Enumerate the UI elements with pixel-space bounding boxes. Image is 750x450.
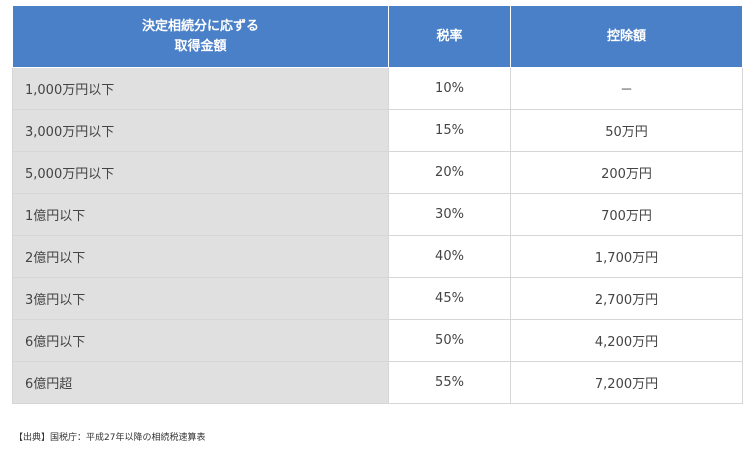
table-row: 6億円超 55% 7,200万円 [12, 361, 743, 404]
cell-deduction: 200万円 [510, 151, 743, 194]
header-acquired-amount-line2: 取得金額 [174, 38, 227, 54]
cell-deduction: 4,200万円 [510, 319, 743, 362]
cell-deduction: 50万円 [510, 109, 743, 152]
cell-amount: 6億円以下 [12, 319, 389, 362]
cell-amount: 1億円以下 [12, 193, 389, 236]
cell-amount: 5,000万円以下 [12, 151, 389, 194]
cell-deduction: 700万円 [510, 193, 743, 236]
header-deduction: 控除額 [510, 5, 743, 68]
inheritance-tax-table: 決定相続分に応ずる 取得金額 税率 控除額 1,000万円以下 10% － 3,… [12, 5, 743, 404]
table-row: 5,000万円以下 20% 200万円 [12, 151, 743, 194]
header-acquired-amount: 決定相続分に応ずる 取得金額 [12, 5, 389, 68]
table-row: 2億円以下 40% 1,700万円 [12, 235, 743, 278]
cell-amount: 1,000万円以下 [12, 67, 389, 110]
table-row: 6億円以下 50% 4,200万円 [12, 319, 743, 362]
cell-rate: 15% [388, 109, 511, 152]
cell-rate: 40% [388, 235, 511, 278]
cell-amount: 3億円以下 [12, 277, 389, 320]
cell-deduction: 7,200万円 [510, 361, 743, 404]
cell-rate: 20% [388, 151, 511, 194]
cell-rate: 50% [388, 319, 511, 362]
cell-rate: 30% [388, 193, 511, 236]
cell-rate: 55% [388, 361, 511, 404]
cell-amount: 2億円以下 [12, 235, 389, 278]
source-note: 【出典】国税庁：平成27年以降の相続税速算表 [14, 433, 206, 443]
table-row: 3億円以下 45% 2,700万円 [12, 277, 743, 320]
table-header-row: 決定相続分に応ずる 取得金額 税率 控除額 [12, 5, 743, 68]
header-acquired-amount-line1: 決定相続分に応ずる [141, 18, 259, 34]
cell-deduction: 1,700万円 [510, 235, 743, 278]
cell-amount: 3,000万円以下 [12, 109, 389, 152]
header-tax-rate: 税率 [388, 5, 511, 68]
table-row: 1,000万円以下 10% － [12, 67, 743, 110]
cell-rate: 45% [388, 277, 511, 320]
table-row: 1億円以下 30% 700万円 [12, 193, 743, 236]
cell-rate: 10% [388, 67, 511, 110]
cell-deduction: － [510, 67, 743, 110]
table-row: 3,000万円以下 15% 50万円 [12, 109, 743, 152]
cell-deduction: 2,700万円 [510, 277, 743, 320]
cell-amount: 6億円超 [12, 361, 389, 404]
